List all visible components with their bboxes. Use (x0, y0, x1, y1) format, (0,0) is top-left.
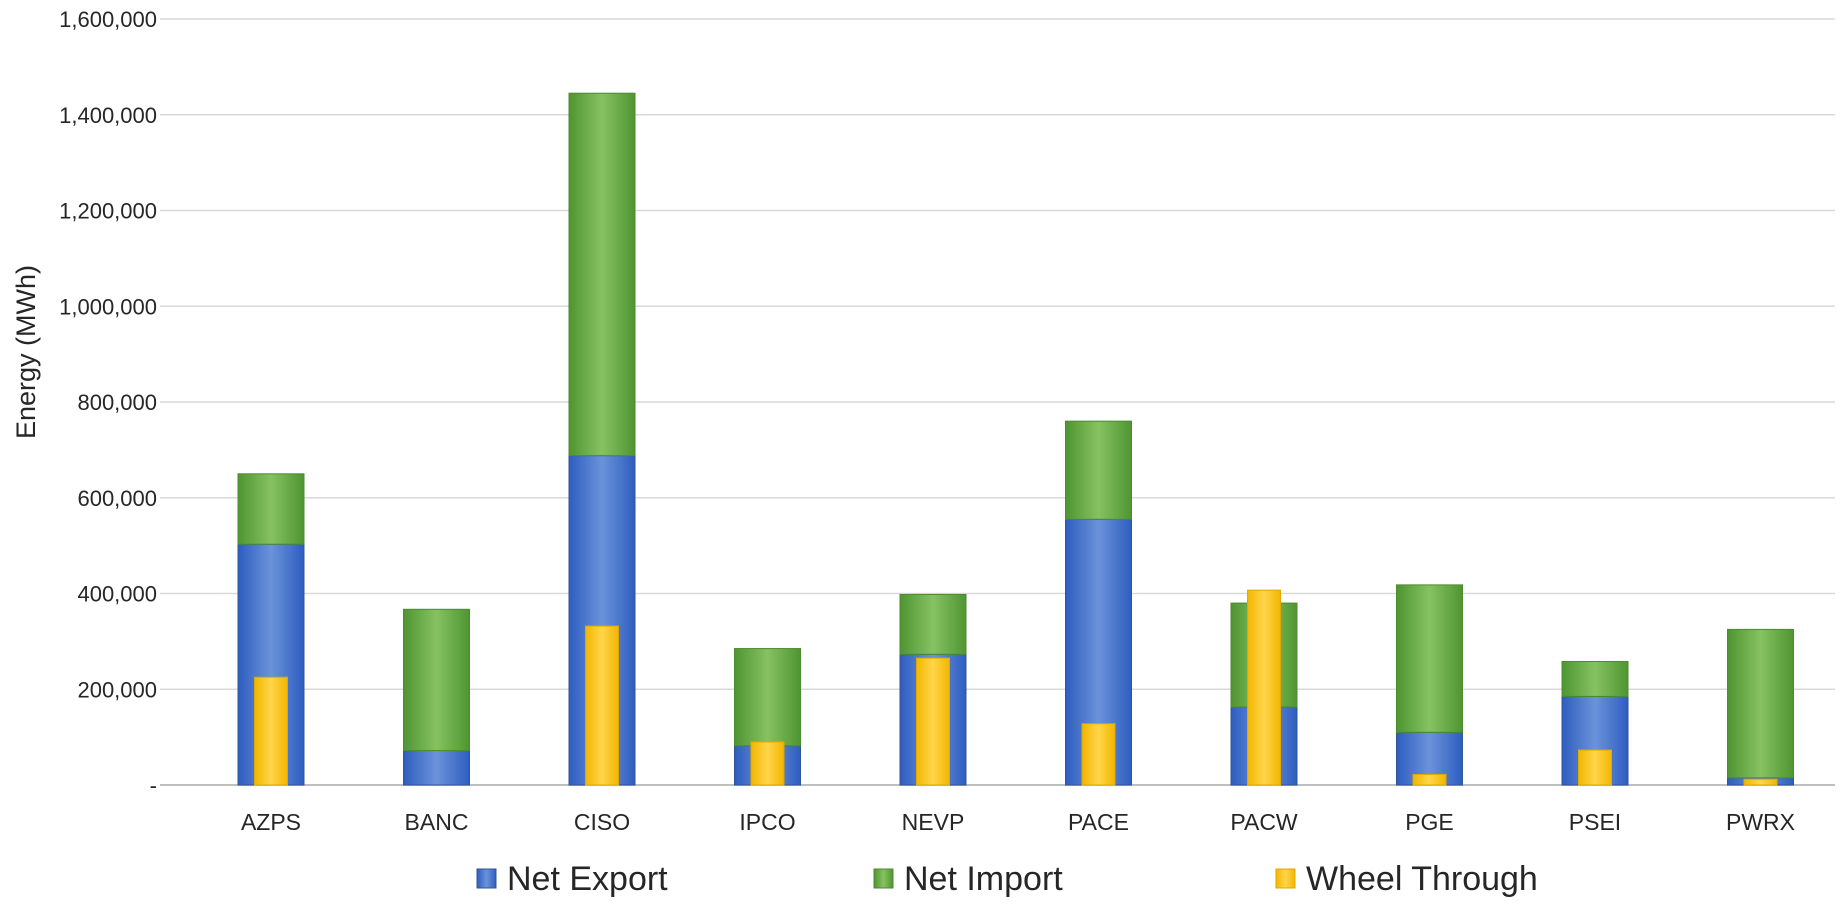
x-tick-label: PACE (1068, 809, 1129, 835)
y-tick-label: 1,000,000 (59, 294, 157, 319)
x-tick-label: IPCO (739, 809, 795, 835)
bar-wheel-through (1578, 749, 1612, 786)
x-tick-label: PWRX (1726, 809, 1795, 835)
bar-wheel-through (1081, 723, 1116, 786)
y-axis-label: Energy (MWh) (11, 265, 41, 439)
bar-net-import (734, 648, 801, 747)
bar-net-import (1561, 660, 1629, 697)
bar-wheel-through (585, 625, 619, 786)
bar-net-import (568, 92, 636, 457)
bar-wheel-through (1247, 589, 1281, 786)
y-tick-label: 1,200,000 (59, 199, 157, 224)
y-tick-label: 600,000 (77, 486, 157, 511)
y-tick-label: 400,000 (77, 582, 157, 607)
bar-net-import (403, 608, 470, 752)
bar-net-import (237, 473, 305, 545)
legend-swatch (476, 868, 497, 889)
y-tick-label: 1,400,000 (59, 103, 157, 128)
bars (237, 92, 1794, 786)
legend-label: Net Export (507, 860, 668, 898)
bar-wheel-through (916, 657, 950, 786)
bar-net-export (403, 750, 470, 786)
legend-label: Wheel Through (1306, 860, 1538, 898)
bar-net-import (1727, 628, 1794, 779)
legend-label: Net Import (904, 860, 1063, 898)
x-tick-label: PSEI (1569, 809, 1621, 835)
bar-wheel-through (254, 676, 288, 786)
x-tick-label: PACW (1230, 809, 1298, 835)
x-tick-label: AZPS (241, 809, 301, 835)
x-tick-label: NEVP (902, 809, 965, 835)
y-tick-label: 800,000 (77, 390, 157, 415)
bar-net-import (1396, 584, 1463, 733)
x-axis-ticks: AZPS BANC CISO IPCO NEVP PACE PACW PGE PSEI PWRX (241, 809, 1795, 835)
bar-wheel-through (1743, 778, 1778, 786)
y-tick-label: - (150, 773, 157, 798)
bar-net-import (899, 593, 967, 655)
bar-net-import (1065, 420, 1132, 520)
bar-wheel-through (750, 741, 785, 786)
y-tick-label: 1,600,000 (59, 7, 157, 32)
legend-swatch (1275, 868, 1296, 889)
legend-swatch (873, 868, 894, 889)
bar-wheel-through (1412, 773, 1447, 786)
x-tick-label: BANC (405, 809, 469, 835)
x-tick-label: PGE (1405, 809, 1454, 835)
x-tick-label: CISO (574, 809, 630, 835)
legend: Net Export Net Import Wheel Through (476, 860, 1538, 898)
y-tick-label: 200,000 (77, 677, 157, 702)
y-axis-ticks: - 200,000 400,000 600,000 800,000 1,000,000 1,… (59, 7, 157, 798)
